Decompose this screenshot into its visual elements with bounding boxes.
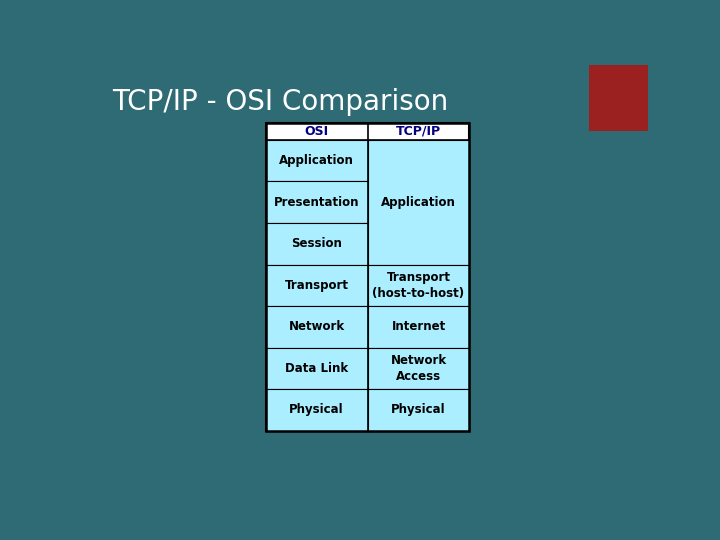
FancyBboxPatch shape [368, 389, 469, 431]
Text: Transport
(host-to-host): Transport (host-to-host) [372, 271, 464, 300]
FancyBboxPatch shape [368, 348, 469, 389]
Text: Transport: Transport [284, 279, 348, 292]
FancyBboxPatch shape [266, 181, 368, 223]
FancyBboxPatch shape [266, 265, 368, 306]
Text: Internet: Internet [392, 320, 446, 333]
Text: Presentation: Presentation [274, 195, 359, 209]
Text: Physical: Physical [391, 403, 446, 416]
Text: Session: Session [292, 237, 342, 250]
Text: TCP/IP: TCP/IP [396, 125, 441, 138]
Text: 48: 48 [601, 84, 636, 112]
FancyBboxPatch shape [266, 123, 469, 431]
FancyBboxPatch shape [266, 348, 368, 389]
Text: Application: Application [381, 195, 456, 209]
FancyBboxPatch shape [266, 306, 368, 348]
Text: Data Link: Data Link [285, 362, 348, 375]
Text: Application: Application [279, 154, 354, 167]
FancyBboxPatch shape [368, 140, 469, 265]
FancyBboxPatch shape [266, 140, 368, 181]
Text: OSI: OSI [305, 125, 329, 138]
Text: Network: Network [289, 320, 345, 333]
FancyBboxPatch shape [368, 306, 469, 348]
FancyBboxPatch shape [266, 223, 368, 265]
FancyBboxPatch shape [266, 389, 368, 431]
Text: TCP/IP - OSI Comparison: TCP/IP - OSI Comparison [112, 88, 449, 116]
FancyBboxPatch shape [590, 65, 648, 131]
Text: Network
Access: Network Access [390, 354, 446, 383]
Text: Physical: Physical [289, 403, 344, 416]
FancyBboxPatch shape [368, 265, 469, 306]
